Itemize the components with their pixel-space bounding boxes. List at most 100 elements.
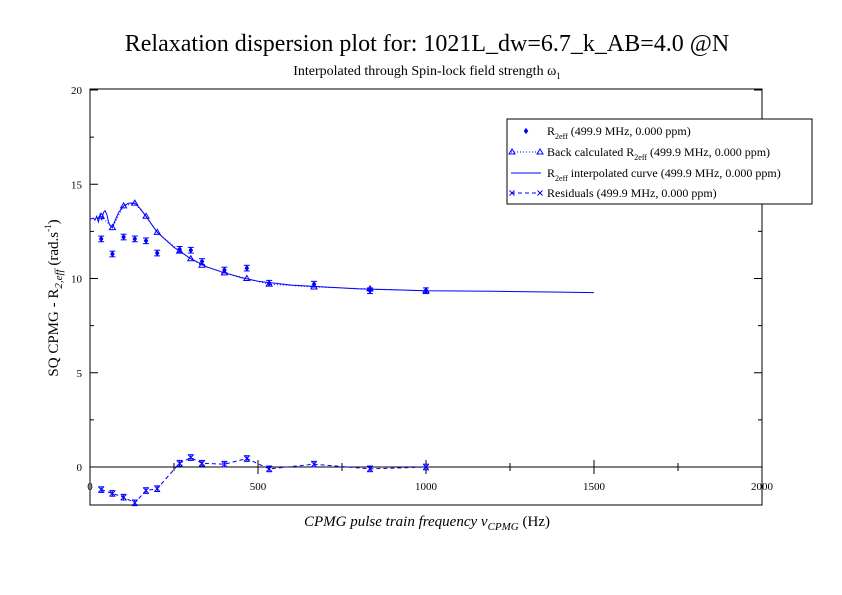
x-marker-stroke [176, 460, 183, 467]
r2eff-marker [311, 280, 317, 288]
back-calculated-point [97, 212, 106, 219]
r2eff-point [143, 237, 150, 245]
r2eff-marker [222, 266, 227, 274]
back-calculated-point [108, 223, 117, 231]
subtitle-text: Interpolated through Spin-lock field str… [293, 64, 543, 79]
y-axis-label-unit: (rad.s [46, 232, 62, 270]
legend-label: Residuals (499.9 MHz, 0.000 ppm) [547, 186, 717, 200]
legend-triangle-icon [536, 148, 544, 155]
x-marker-stroke [154, 485, 161, 492]
r2eff-marker [177, 246, 182, 253]
legend: R2eff (499.9 MHz, 0.000 ppm)Back calcula… [506, 118, 813, 205]
y-tick-label: 20 [71, 85, 83, 97]
residual-point [366, 465, 373, 473]
residual-marker [199, 460, 205, 467]
residual-point [187, 454, 194, 461]
residual-marker [266, 466, 273, 472]
subtitle-omega: ω [547, 64, 556, 79]
r2eff-point [243, 264, 250, 272]
x-tick-label: 1500 [583, 481, 606, 493]
residual-marker [176, 460, 183, 467]
y-tick-label: 15 [71, 179, 83, 191]
r2eff-point [154, 249, 161, 257]
x-axis-label-sub: CPMG [488, 521, 519, 533]
x-axis-label: CPMG pulse train frequency νCPMG (Hz) [304, 514, 550, 533]
r2eff-marker [266, 280, 272, 287]
x-marker-stroke [187, 454, 194, 461]
r2eff-marker [132, 235, 138, 243]
back-calculated-point [175, 247, 184, 254]
x-tick-label: 500 [250, 481, 267, 493]
residual-point [423, 463, 429, 471]
r2eff-marker [98, 235, 104, 243]
legend-label-rest: (499.9 MHz, 0.000 ppm) [647, 145, 770, 159]
r2eff-marker [110, 250, 115, 258]
legend-item: Back calculated R2eff (499.9 MHz, 0.000 … [508, 145, 770, 162]
residual-marker [367, 466, 373, 472]
legend-label-sub: 2eff [555, 174, 568, 183]
legend-label: Back calculated R2eff (499.9 MHz, 0.000 … [547, 145, 770, 162]
subtitle-omega-subscript: 1 [556, 71, 561, 81]
r2eff-point [120, 233, 127, 241]
residual-marker [221, 461, 228, 468]
y-axis-label-sub: 2,eff [53, 267, 65, 288]
r2eff-marker [154, 249, 160, 257]
residual-point [221, 460, 228, 468]
legend-x-icon [509, 190, 515, 196]
r2eff-point [311, 280, 318, 288]
legend-label: R2eff (499.9 MHz, 0.000 ppm) [547, 124, 691, 141]
legend-label-main: Residuals (499.9 MHz, 0.000 ppm) [547, 186, 717, 200]
back-calculated-point [119, 201, 128, 209]
residual-marker [187, 454, 194, 461]
residual-marker [131, 499, 138, 506]
axes: 0 500 1000 1500 2000 0 5 10 15 20 [71, 85, 774, 493]
r2eff-point [131, 235, 138, 243]
legend-label-main: R [547, 124, 555, 138]
residual-marker [243, 455, 250, 462]
legend-x-icon [537, 190, 543, 196]
residual-point [154, 485, 161, 493]
residual-marker [311, 461, 317, 468]
legend-box [506, 118, 813, 205]
legend-label-sub: 2eff [634, 153, 647, 162]
legend-items: R2eff (499.9 MHz, 0.000 ppm)Back calcula… [508, 124, 781, 200]
x-marker-stroke [98, 486, 105, 493]
legend-item: Residuals (499.9 MHz, 0.000 ppm) [509, 186, 717, 200]
residual-point [176, 459, 183, 467]
residual-point [109, 490, 116, 497]
back-calculated-point [186, 254, 195, 262]
x-marker-stroke [120, 494, 127, 501]
back-calculated-point [153, 228, 162, 235]
r2eff-marker [244, 264, 250, 272]
r2eff-point [187, 246, 194, 254]
residual-point [120, 493, 127, 501]
back-calculated-point [142, 212, 150, 219]
legend-label-rest: interpolated curve (499.9 MHz, 0.000 ppm… [568, 166, 781, 180]
legend-item: R2eff (499.9 MHz, 0.000 ppm) [523, 124, 691, 141]
x-marker-stroke [243, 455, 250, 462]
legend-label: R2eff interpolated curve (499.9 MHz, 0.0… [547, 166, 781, 183]
back-calculated-line [100, 202, 427, 292]
x-marker-stroke [509, 190, 515, 196]
residual-marker [98, 486, 105, 493]
y-axis-label-sup: -1 [43, 224, 53, 232]
residual-point [143, 487, 150, 494]
legend-label-sub: 2eff [555, 132, 568, 141]
r2eff-point [366, 287, 373, 295]
x-tick-label: 1000 [415, 481, 438, 493]
r2eff-marker [188, 247, 194, 254]
x-marker-stroke [143, 487, 149, 494]
x-marker-stroke [311, 461, 317, 468]
x-axis-label-main: CPMG pulse train frequency ν [304, 514, 488, 530]
r2eff-marker [367, 287, 373, 294]
y-tick-label: 10 [71, 274, 83, 286]
r2eff-point [423, 287, 429, 295]
residual-point [311, 460, 318, 468]
chart-subtitle: Interpolated through Spin-lock field str… [293, 64, 561, 81]
residual-point [266, 465, 273, 473]
residual-marker [109, 490, 116, 497]
data-marks [89, 199, 595, 507]
chart-title: Relaxation dispersion plot for: 1021L_dw… [125, 31, 729, 57]
r2eff-point [221, 266, 228, 274]
